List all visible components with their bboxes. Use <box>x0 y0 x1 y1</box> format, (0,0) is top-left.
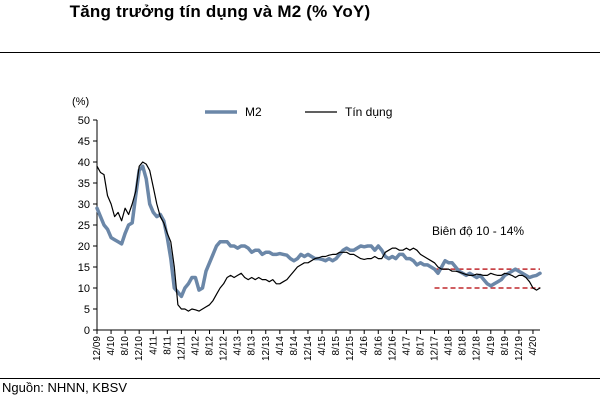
x-tick-label: 12/13 <box>261 336 272 361</box>
series-lines <box>95 161 542 312</box>
series-line-tin-dung <box>96 161 541 312</box>
x-tick-label: 12/18 <box>472 336 483 361</box>
y-tick-label: 30 <box>78 199 90 211</box>
x-tick-label: 8/15 <box>331 336 342 356</box>
y-axis-label: (%) <box>72 96 89 108</box>
x-tick-label: 12/17 <box>430 336 441 361</box>
x-tick-label: 12/09 <box>92 336 103 361</box>
x-tick-label: 12/16 <box>387 336 398 361</box>
x-tick-label: 4/10 <box>106 336 117 356</box>
x-tick-label: 4/16 <box>359 336 370 356</box>
y-tick-label: 10 <box>78 283 90 295</box>
x-tick-label: 8/11 <box>162 336 173 355</box>
x-tick-label: 8/14 <box>289 336 300 356</box>
x-tick-label: 12/19 <box>514 336 525 361</box>
chart-title: Tăng trưởng tín dụng và M2 (% YoY) <box>69 2 371 21</box>
y-tick-label: 15 <box>78 262 90 274</box>
x-tick-label: 4/12 <box>190 336 201 356</box>
y-axis-ticks: 0 5 10 15 20 25 30 35 40 45 50 <box>78 115 97 337</box>
y-tick-label: 0 <box>84 325 90 337</box>
x-tick-label: 8/10 <box>120 336 131 356</box>
reference-lines <box>434 268 540 289</box>
legend-label-tin-dung: Tín dụng <box>345 105 392 119</box>
y-tick-label: 40 <box>78 157 90 169</box>
x-tick-label: 12/15 <box>345 336 356 361</box>
y-tick-label: 25 <box>78 220 90 232</box>
x-tick-label: 12/10 <box>134 336 145 361</box>
x-tick-label: 12/11 <box>176 336 187 361</box>
x-tick-label: 4/17 <box>401 336 412 356</box>
y-tick-label: 35 <box>78 178 90 190</box>
y-tick-label: 20 <box>78 241 90 253</box>
x-tick-label: 4/15 <box>317 336 328 356</box>
x-tick-label: 12/12 <box>219 336 230 361</box>
top-divider <box>0 52 600 53</box>
x-tick-label: 8/13 <box>247 336 258 356</box>
x-tick-label: 8/12 <box>205 336 216 356</box>
x-tick-label: 4/14 <box>275 336 286 356</box>
x-tick-label: 8/18 <box>458 336 469 356</box>
x-tick-label: 4/19 <box>486 336 497 356</box>
y-tick-label: 5 <box>84 304 90 316</box>
x-tick-label: 4/18 <box>444 336 455 356</box>
x-tick-label: 4/13 <box>233 336 244 356</box>
legend-label-m2: M2 <box>245 105 262 119</box>
x-tick-label: 8/19 <box>500 336 511 356</box>
y-tick-label: 50 <box>78 115 90 127</box>
legend: M2 Tín dụng <box>205 105 392 119</box>
x-tick-label: 12/14 <box>303 336 314 361</box>
range-annotation: Biên độ 10 - 14% <box>432 224 524 238</box>
x-tick-label: 8/17 <box>415 336 426 356</box>
y-tick-label: 45 <box>78 136 90 148</box>
x-axis-ticks: 12/09 4/10 8/10 12/10 4/11 8/11 12/11 4/12 8/12 1… <box>92 330 539 361</box>
bottom-divider <box>0 378 600 379</box>
x-tick-label: 4/20 <box>528 336 539 356</box>
source-note: Nguồn: NHNN, KBSV <box>2 380 127 395</box>
x-tick-label: 4/11 <box>148 336 159 355</box>
x-tick-label: 8/16 <box>373 336 384 356</box>
